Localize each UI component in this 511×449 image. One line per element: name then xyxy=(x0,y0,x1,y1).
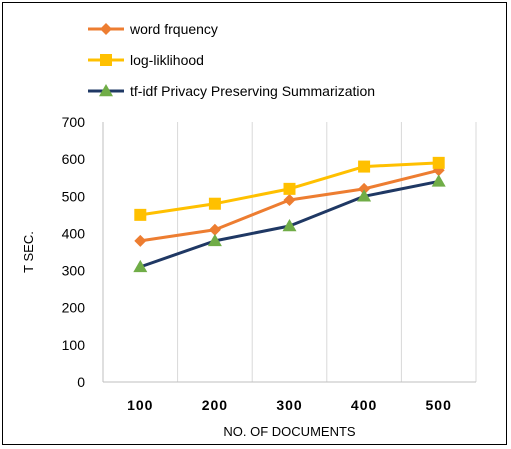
legend-label: word frquency xyxy=(129,21,218,37)
legend-marker xyxy=(99,84,113,97)
x-tick-label: 100 xyxy=(127,397,153,413)
y-tick-label: 600 xyxy=(62,151,86,167)
legend-marker xyxy=(100,23,112,35)
y-tick-label: 300 xyxy=(62,263,86,279)
data-point xyxy=(282,219,297,232)
x-tick-label: 300 xyxy=(276,397,302,413)
data-point xyxy=(283,182,296,195)
data-point xyxy=(358,182,371,195)
y-tick-label: 700 xyxy=(62,114,86,130)
data-point xyxy=(208,223,221,236)
data-point xyxy=(432,156,445,169)
data-point xyxy=(133,259,148,273)
data-point xyxy=(134,208,147,221)
series-group xyxy=(133,156,446,273)
x-axis-title: NO. OF DOCUMENTS xyxy=(223,424,355,439)
y-axis-title: T SEC. xyxy=(21,231,36,273)
data-point xyxy=(208,197,221,210)
data-point xyxy=(431,174,446,187)
legend-item: tf-idf Privacy Preserving Summarization xyxy=(88,83,375,99)
x-tick-label: 500 xyxy=(426,397,452,413)
legend-item: word frquency xyxy=(88,21,218,37)
y-tick-label: 100 xyxy=(62,337,86,353)
data-point xyxy=(134,234,147,247)
data-point xyxy=(358,160,371,173)
y-tick-label: 200 xyxy=(62,300,86,316)
data-point xyxy=(283,194,296,206)
legend-item: log-liklihood xyxy=(88,52,204,68)
legend: word frquency log-liklihood tf-idf Privacy… xyxy=(88,21,375,99)
x-tick-label: 200 xyxy=(202,397,228,413)
chart-frame xyxy=(2,2,507,445)
data-point xyxy=(357,189,372,202)
legend-marker xyxy=(100,54,112,66)
series-1 xyxy=(134,164,445,247)
y-tick-label: 0 xyxy=(77,374,85,390)
grid-lines xyxy=(177,122,477,382)
series-2 xyxy=(134,156,445,221)
legend-label: log-liklihood xyxy=(130,52,204,68)
axes: 0 100 200 300 400 500 600 700 100 200 300 400 500 xyxy=(62,114,476,413)
data-point xyxy=(207,233,222,247)
legend-label: tf-idf Privacy Preserving Summarization xyxy=(130,83,375,99)
y-tick-label: 500 xyxy=(62,188,86,204)
y-tick-label: 400 xyxy=(62,225,86,241)
series-3 xyxy=(133,174,446,273)
x-tick-label: 400 xyxy=(351,397,377,413)
